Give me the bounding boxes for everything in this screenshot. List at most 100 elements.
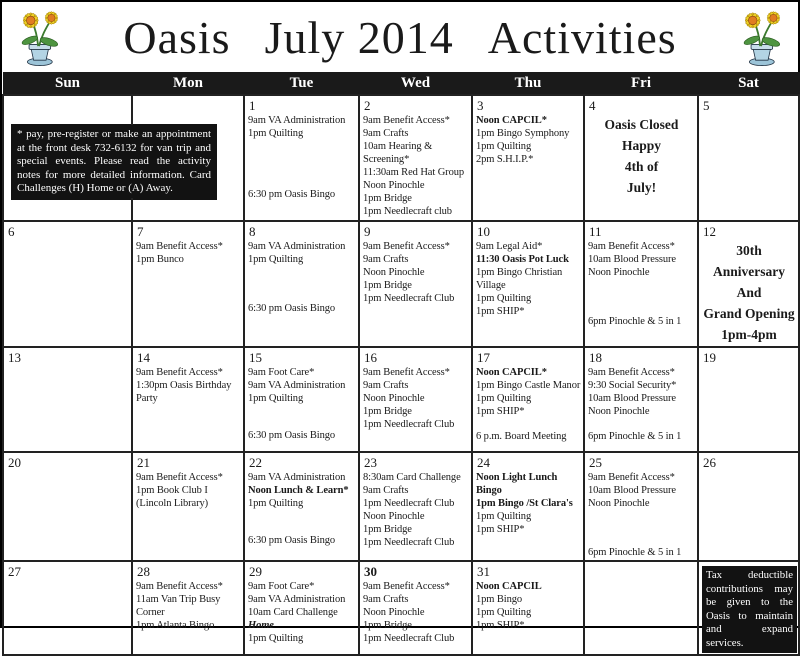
day-cell-30: 30 9am Benefit Access* 9am Crafts Noon Pino…: [358, 560, 473, 656]
event-item: 9am Crafts: [363, 380, 409, 391]
event-item: 6pm Pinochle & 5 in 1: [588, 431, 682, 442]
event-item: 10am Hearing & Screening*: [363, 141, 433, 165]
event-item: 1pm SHIP*: [476, 306, 525, 317]
day-number: 17: [477, 350, 490, 365]
event-item: 1pm Bingo: [476, 594, 523, 605]
day-number: 30: [364, 564, 377, 579]
day-cell-7: 7 9am Benefit Access* 1pm Bunco: [131, 220, 245, 348]
day-header-tue: Tue: [243, 72, 360, 96]
event-item: 1pm Needlecraft Club: [363, 537, 455, 548]
day-number: 3: [477, 98, 484, 113]
event-item: 1pm SHIP*: [476, 406, 525, 417]
event-item: 9am Foot Care*: [248, 367, 315, 378]
day-cell-27: 27: [2, 560, 133, 656]
day-header-fri: Fri: [583, 72, 699, 96]
day-header-sat: Sat: [697, 72, 800, 96]
event-item: 9am Crafts: [363, 594, 409, 605]
day-cell-21: 21 9am Benefit Access* 1pm Book Club I (Lin…: [131, 451, 245, 562]
event-item: And: [736, 285, 762, 300]
day-cell-26: 26: [697, 451, 800, 562]
day-number: 25: [589, 455, 602, 470]
tax-note-cell: Tax deductible contributions may be give…: [697, 560, 800, 656]
day-cell-20: 20: [2, 451, 133, 562]
event-item: 1pm Quilting: [248, 254, 304, 265]
event-item: Noon Light Lunch Bingo: [476, 472, 558, 496]
event-item: (Lincoln Library): [136, 498, 209, 509]
event-item: 1pm Bingo Christian Village: [476, 267, 563, 291]
day-cell-5: 5: [697, 94, 800, 222]
event-item: Happy: [621, 138, 662, 153]
event-item: 10am Card Challenge Home: [248, 607, 338, 631]
event-item: Oasis Closed: [604, 117, 679, 132]
day-number: 9: [364, 224, 371, 239]
day-cell-25: 25 9am Benefit Access* 10am Blood Pressure…: [583, 451, 699, 562]
day-cell-16: 16 9am Benefit Access* 9am Crafts Noon Pino…: [358, 346, 473, 453]
day-cell-18: 18 9am Benefit Access* 9:30 Social Securit…: [583, 346, 699, 453]
calendar-table: Sun Mon Tue Wed Thu Fri Sat * pay, pre-registe…: [2, 72, 800, 656]
event-item: Noon CAPCIL*: [476, 115, 547, 126]
day-cell-8: 8 9am VA Administration 1pm Quilting 6:30 p…: [243, 220, 360, 348]
day-number: 4: [589, 98, 596, 113]
grid-divider: [131, 97, 133, 125]
day-number: 5: [703, 98, 710, 113]
day-header-thu: Thu: [471, 72, 585, 96]
event-item: 1pm Bridge: [363, 406, 412, 417]
grid-divider: [131, 198, 133, 219]
event-item: Noon Pinochle: [363, 607, 425, 618]
event-item: Noon Pinochle: [588, 406, 650, 417]
event-item: Noon Pinochle: [588, 498, 650, 509]
event-item: 10am Blood Pressure: [588, 254, 676, 265]
event-item: Noon Pinochle: [363, 511, 425, 522]
day-number: 21: [137, 455, 150, 470]
event-item: 9am Benefit Access*: [136, 581, 223, 592]
event-item: 1pm Quilting: [476, 293, 532, 304]
event-item: 9am Crafts: [363, 128, 409, 139]
event-item: Noon Pinochle: [363, 180, 425, 191]
event-item: 9am Crafts: [363, 485, 409, 496]
event-item: 11am Van Trip Busy Corner: [136, 594, 221, 618]
event-item: 1pm Bingo /St Clara's: [476, 498, 573, 509]
event-item: 11:30 Oasis Pot Luck: [476, 254, 569, 265]
event-item: Noon CAPCIL*: [476, 367, 547, 378]
event-item: 1pm Quilting: [476, 511, 532, 522]
event-item: 2pm S.H.I.P.*: [476, 154, 534, 165]
event-item: 9am Benefit Access*: [363, 115, 450, 126]
event-item: 9am VA Administration: [248, 241, 346, 252]
day-cell-13: 13: [2, 346, 133, 453]
event-item: 9am Legal Aid*: [476, 241, 543, 252]
event-item: Noon Lunch & Learn*: [248, 485, 349, 496]
event-item: 6 p.m. Board Meeting: [476, 431, 567, 442]
event-item: 9am Benefit Access*: [363, 367, 450, 378]
event-item: Grand Opening: [703, 306, 795, 321]
day-number: 1: [249, 98, 256, 113]
day-number: 14: [137, 350, 150, 365]
day-cell-11: 11 9am Benefit Access* 10am Blood Pressure…: [583, 220, 699, 348]
day-number: 6: [8, 224, 15, 239]
day-cell-3: 3 Noon CAPCIL* 1pm Bingo Symphony 1pm Quilt…: [471, 94, 585, 222]
page-title: Oasis July 2014 Activities: [68, 11, 732, 64]
event-item: 9am Benefit Access*: [588, 367, 675, 378]
day-number: 20: [8, 455, 21, 470]
event-item: 1pm-4pm: [721, 327, 777, 342]
day-number: 10: [477, 224, 490, 239]
week-row-3: 13 14 9am Benefit Access* 1:30pm Oasis Birt…: [2, 346, 800, 453]
day-cell-6: 6: [2, 220, 133, 348]
day-number: 24: [477, 455, 490, 470]
event-item: 1pm Quilting: [248, 498, 304, 509]
event-item: 1pm Bunco: [136, 254, 184, 265]
event-item: Noon Pinochle: [363, 393, 425, 404]
day-cell-10: 10 9am Legal Aid* 11:30 Oasis Pot Luck 1pm …: [471, 220, 585, 348]
day-number: 16: [364, 350, 377, 365]
day-number: 26: [703, 455, 716, 470]
day-number: 2: [364, 98, 371, 113]
day-cell-17: 17 Noon CAPCIL* 1pm Bingo Castle Manor 1pm …: [471, 346, 585, 453]
event-item: 6:30 pm Oasis Bingo: [248, 303, 336, 314]
day-number: 12: [703, 224, 716, 239]
day-number: 11: [589, 224, 602, 239]
event-item: 1pm Bridge: [363, 620, 412, 631]
event-item: 1pm Bingo Castle Manor: [476, 380, 581, 391]
event-item: Noon CAPCIL: [476, 581, 542, 592]
week-row-5: 27 28 9am Benefit Access* 11am Van Trip Bus…: [2, 560, 800, 656]
day-number: 8: [249, 224, 256, 239]
